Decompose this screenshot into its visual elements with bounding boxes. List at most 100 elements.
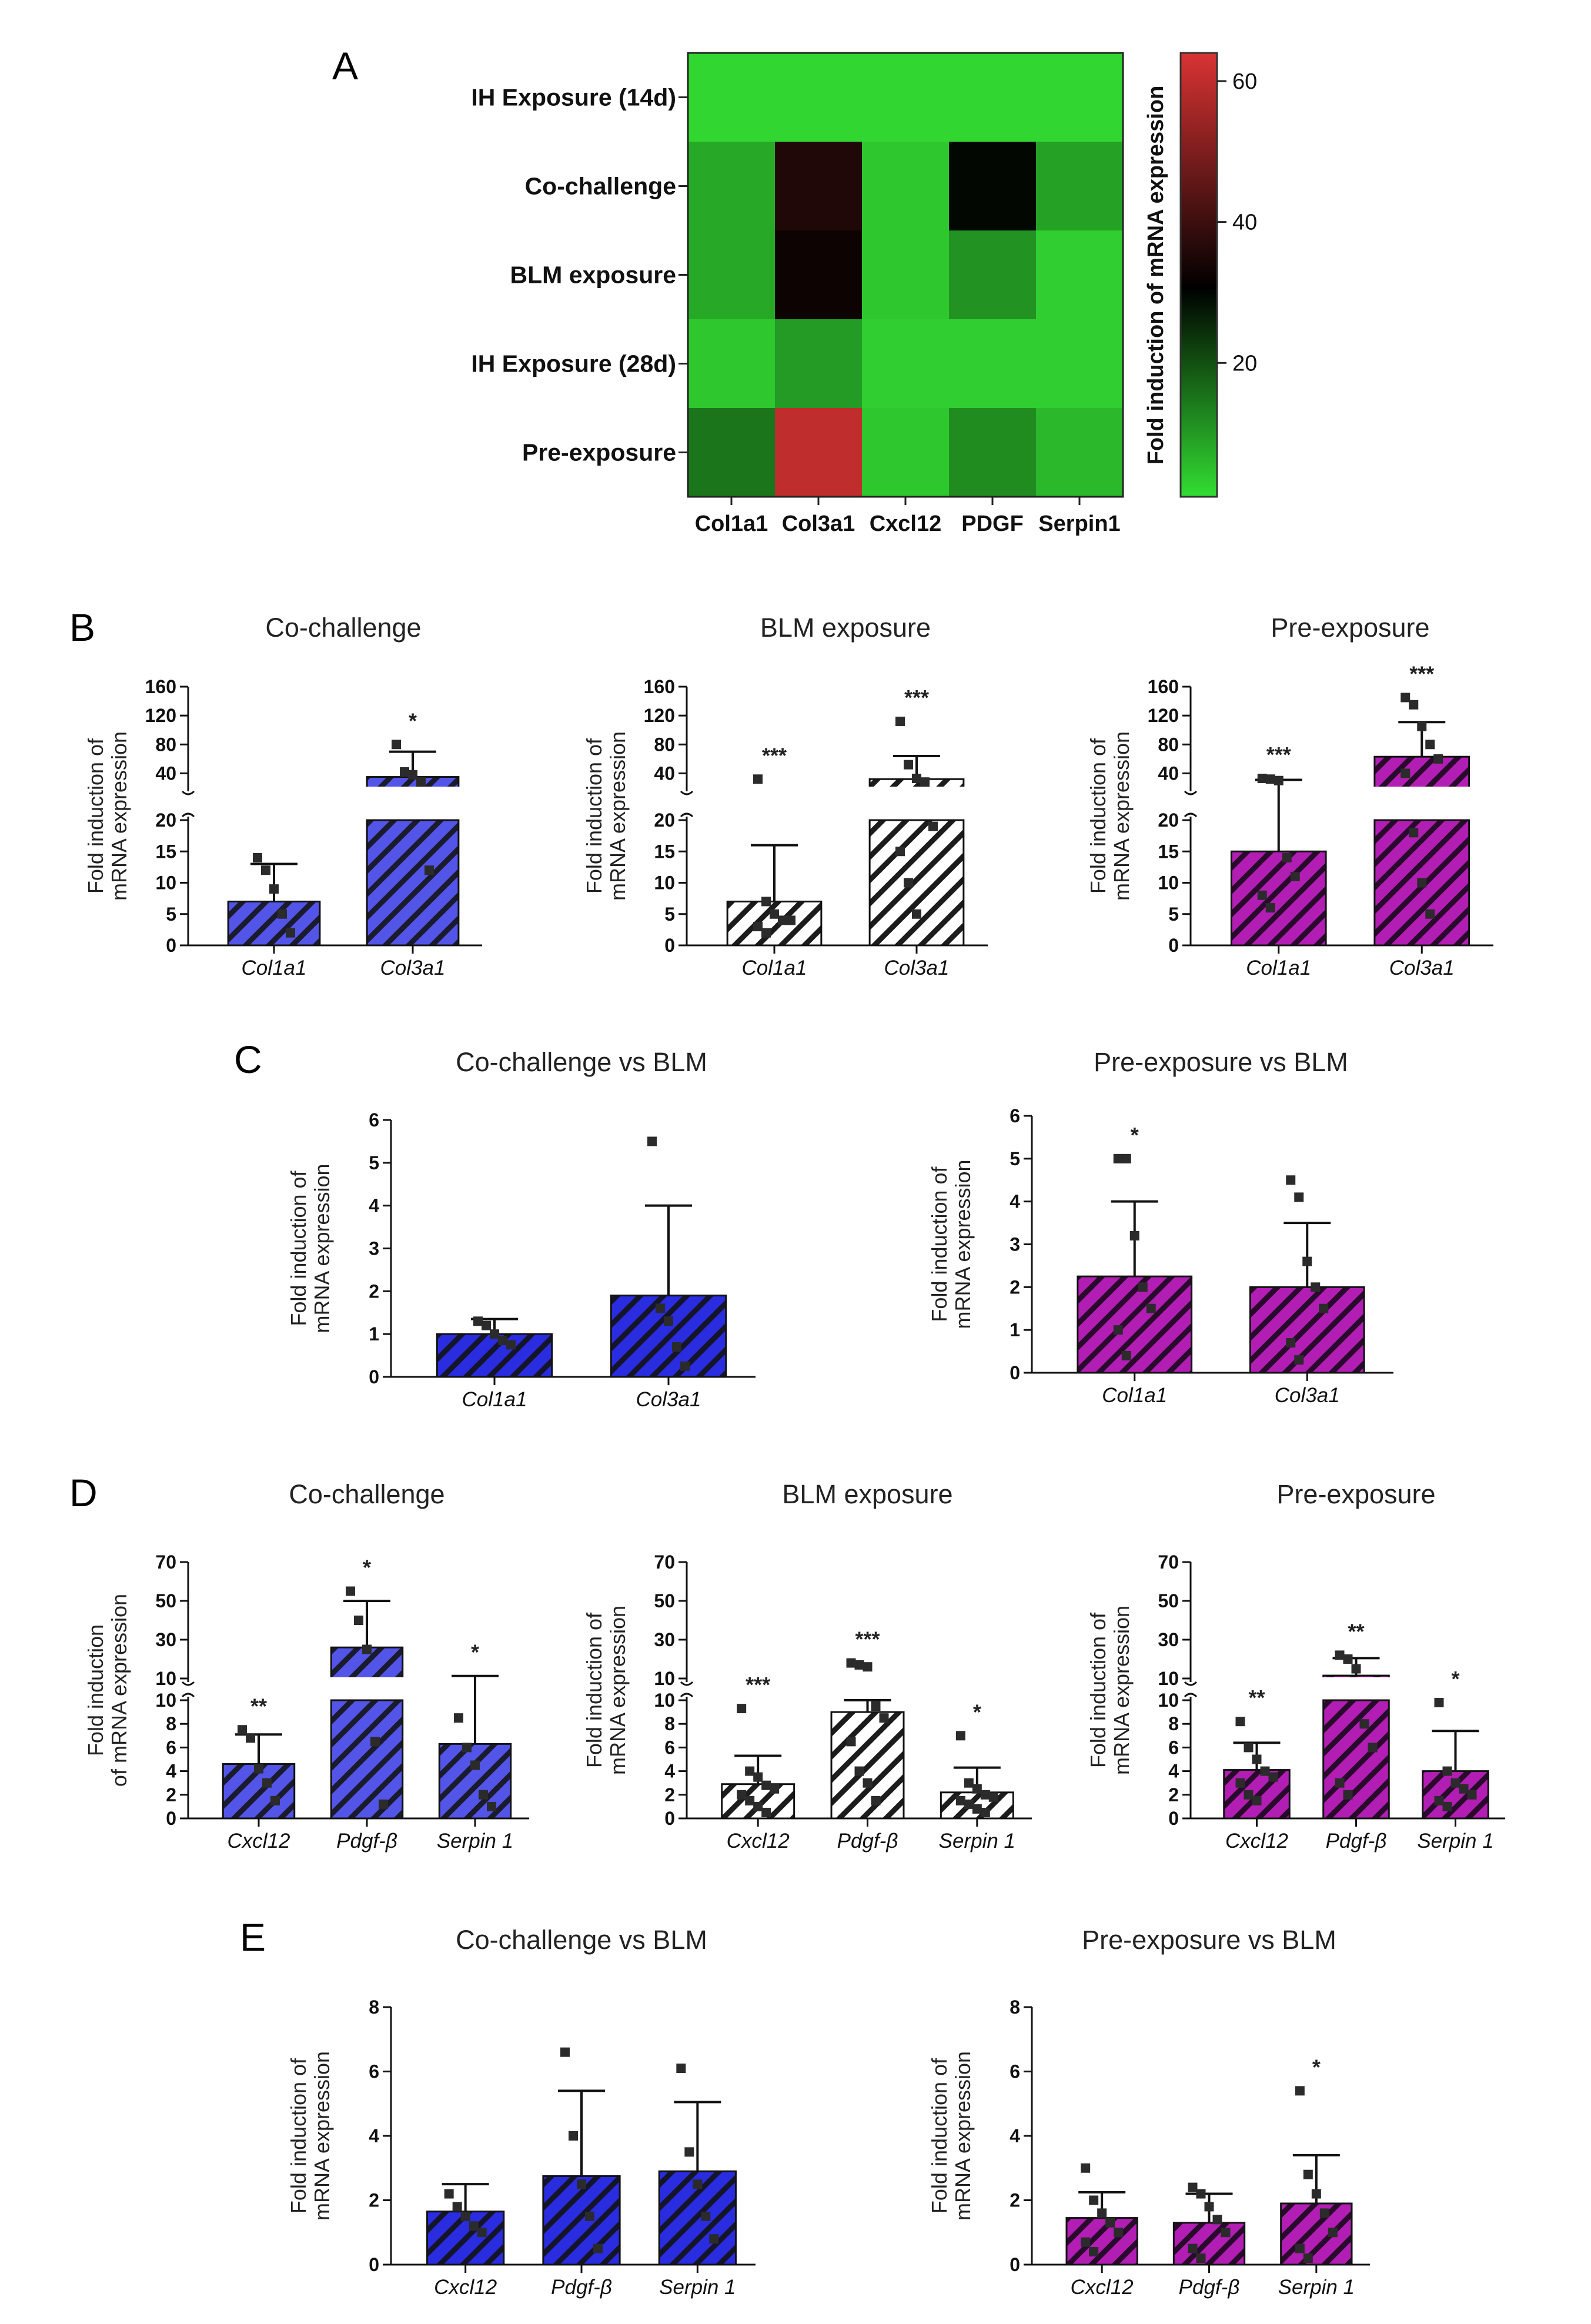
bar-pdgf-lower [330,1699,404,1820]
y-tick-label: 160 [145,676,176,697]
bar-serpin-1 [658,2170,737,2266]
data-point [1425,740,1435,750]
x-tick-label-col3a1: Col3a1 [380,957,446,979]
data-point [1311,2189,1321,2199]
colorbar-ticks: 20 40 60 [1217,69,1257,376]
data-point [854,1766,864,1776]
chart-b-co-challenge: Co-challenge Fold induction of mRNA expres… [83,613,482,979]
panel-label-a: A [332,44,358,88]
y-tick-label: 0 [1010,1362,1020,1383]
data-point [270,1795,280,1805]
bar-col3a1-lower [868,819,965,947]
heatmap-row-label: Co-challenge [525,173,676,200]
axis-break-mark [181,812,195,818]
data-point [753,1801,763,1811]
y-axis-label-line2: mRNA expression [107,731,131,901]
data-point [1252,1754,1262,1764]
x-tick-label-col3a1: Col3a1 [1275,1384,1340,1407]
significance-marker: * [973,1700,981,1724]
y-tick-label: 15 [155,841,176,862]
data-point [895,847,905,857]
y-axis-label-line2: mRNA expression [951,2051,975,2221]
y-axis-label-line1: Fold induction of [1086,738,1110,894]
y-tick-label: 10 [155,1690,176,1711]
x-tick-label-pdgf: Pdgf-β [1179,2276,1240,2299]
x-tick-label-cxcl12: Cxcl12 [1071,2276,1134,2299]
data-point [656,1303,665,1313]
x-tick-label-pdgf: Pdgf-β [551,2276,612,2299]
heatmap-col-label: Col3a1 [782,511,855,536]
heatmap-col-label: PDGF [961,511,1024,536]
axis-break-mark [1184,812,1198,818]
data-point [980,1807,990,1817]
y-tick-label: 10 [1158,872,1179,894]
heatmap-cell-pre-exposure-pdgf [949,408,1037,497]
heatmap-cell-pre-exposure-col1a1 [688,408,776,497]
y-axis-label-line1: Fold induction of [582,1612,606,1768]
data-point [1274,775,1284,785]
y-tick-label: 0 [1168,935,1179,956]
data-point [904,760,913,770]
y-axis-label-line2: mRNA expression [310,2051,334,2221]
significance-marker: * [1131,1123,1139,1147]
y-tick-label: 10 [654,1668,675,1689]
chart-e-co-challenge-vs-blm: Co-challenge vs BLM Fold induction of mRNA… [286,1925,756,2299]
data-point [262,1778,272,1788]
significance-marker: ** [1248,1686,1265,1710]
data-point [479,1790,488,1800]
y-tick-label: 2 [166,1784,176,1805]
data-point [354,1616,363,1625]
y-tick-label: 5 [1168,904,1179,925]
data-point [879,1713,889,1723]
y-tick-label: 8 [369,1997,379,2018]
data-point [246,1733,255,1743]
heatmap-col-label: Col1a1 [695,511,768,536]
data-point [1188,2243,1198,2253]
y-tick-label: 80 [1158,734,1179,755]
bar-pdgf [1172,2222,1246,2266]
data-point [1114,2228,1124,2238]
data-point [737,1704,747,1714]
chart-title: BLM exposure [760,613,931,643]
chart-title: Co-challenge [265,613,421,643]
data-point [1295,2243,1305,2253]
bar-cxcl12 [721,1783,796,1820]
heatmap-cell-ih-exposure-28d-serpin1 [1036,319,1124,409]
y-tick-label: 30 [155,1629,176,1650]
data-point [1425,909,1435,919]
heatmap-cell-pre-exposure-serpin1 [1036,408,1124,497]
y-tick-label: 4 [166,1761,176,1782]
y-tick-label: 10 [155,1668,176,1689]
heatmap-cell-co-challenge-cxcl12 [862,142,950,231]
data-point [482,1320,491,1330]
data-point [1244,1790,1254,1800]
data-point [506,1340,516,1350]
heatmap-cell-blm-exposure-pdgf [949,230,1037,320]
data-point [1252,1795,1262,1805]
y-tick-label: 20 [155,810,176,831]
axis-break-mark [680,1693,694,1698]
data-point [1290,871,1300,881]
data-point [454,1713,463,1723]
data-point [904,878,913,888]
data-point [753,774,763,784]
y-tick-label: 3 [1010,1234,1020,1255]
y-tick-label: 2 [369,2190,379,2211]
data-point [1368,1743,1378,1753]
data-point [269,884,279,894]
data-point [362,1644,372,1654]
chart-title: Pre-exposure [1276,1479,1435,1509]
data-point [693,2179,703,2189]
y-tick-label: 3 [369,1238,379,1259]
data-point [1450,1778,1460,1788]
x-tick-label-serpin-1: Serpin 1 [1417,1830,1493,1852]
heatmap-row-label: IH Exposure (28d) [471,350,676,377]
bar-col1a1 [726,900,823,947]
data-point [761,1780,771,1790]
data-point [770,1784,780,1794]
data-point [753,1772,763,1782]
y-axis-label-line2: mRNA expression [310,1163,334,1333]
panel-label-e: E [240,1915,266,1959]
data-point [452,2202,462,2212]
